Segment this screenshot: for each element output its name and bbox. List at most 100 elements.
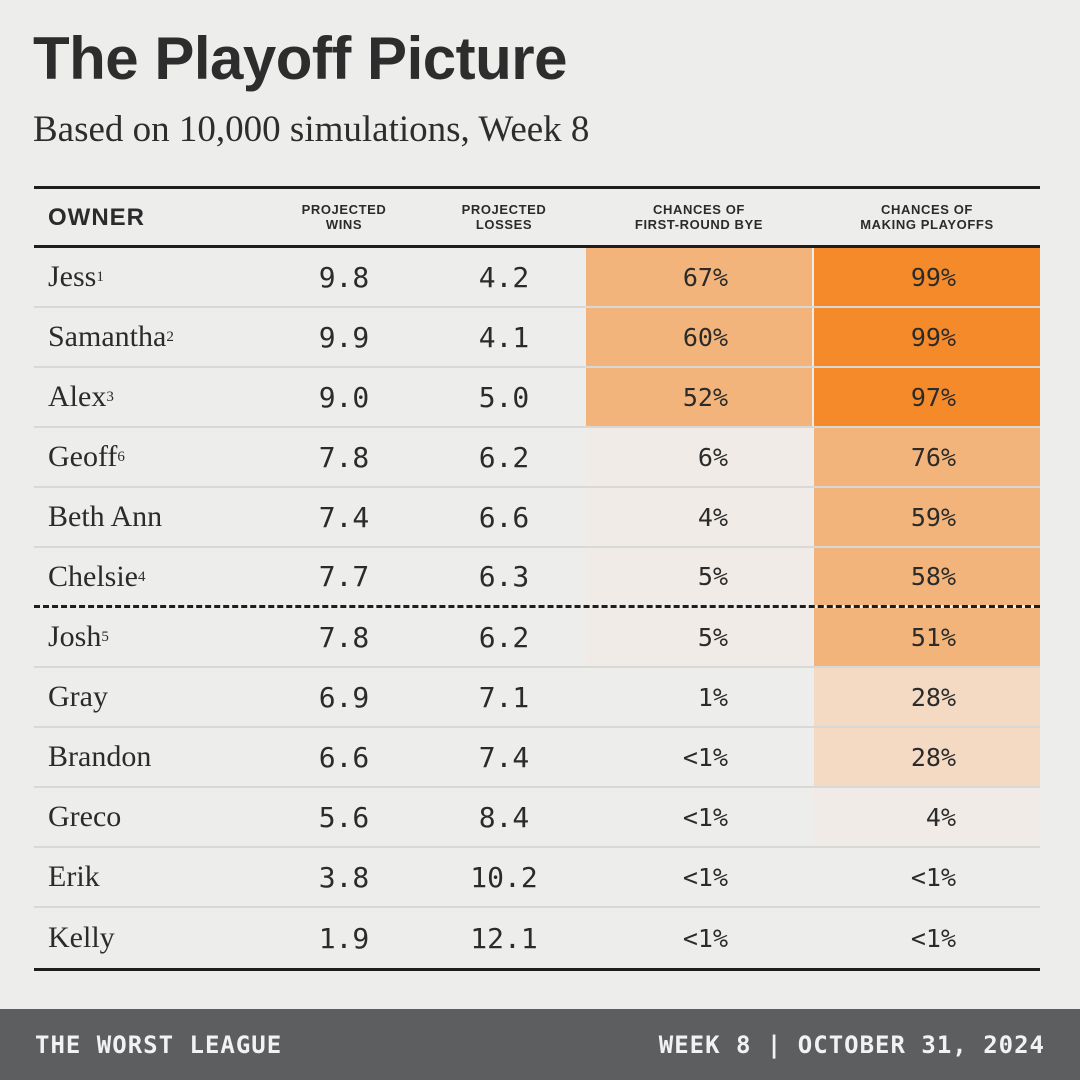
projected-losses: 5.0 — [478, 380, 530, 414]
owner-name: Greco — [34, 788, 264, 846]
bye-chance: <1% — [682, 862, 728, 892]
playoff-chance: 28% — [814, 728, 1040, 786]
projected-wins: 7.8 — [318, 440, 370, 474]
owner-name: Beth Ann — [34, 488, 264, 546]
projected-losses: 12.1 — [470, 921, 538, 955]
page-subtitle: Based on 10,000 simulations, Week 8 — [33, 109, 590, 150]
projected-losses: 4.2 — [478, 260, 530, 294]
projected-wins: 9.8 — [318, 260, 370, 294]
projected-wins: 7.8 — [318, 620, 370, 654]
page-title: The Playoff Picture — [33, 25, 567, 92]
playoff-chance: 59% — [814, 488, 1040, 546]
owner-name: Brandon — [34, 728, 264, 786]
projected-losses: 6.6 — [478, 500, 530, 534]
table-row: Samantha 2 9.9 4.1 60% 99% — [34, 308, 1040, 368]
bye-chance: <1% — [682, 802, 728, 832]
header-wins-line1: PROJECTED — [301, 202, 387, 217]
bye-chance: <1% — [682, 742, 728, 772]
projected-losses: 7.4 — [478, 740, 530, 774]
header-losses-line1: PROJECTED — [461, 202, 547, 217]
projected-losses: 4.1 — [478, 320, 530, 354]
bye-chance: 6% — [586, 428, 812, 486]
owner-name: Alex 3 — [48, 380, 114, 413]
header-projected-losses: PROJECTED LOSSES — [424, 189, 584, 245]
header-making-playoffs: CHANCES OF MAKING PLAYOFFS — [814, 189, 1040, 245]
bye-chance: 5% — [586, 548, 812, 605]
owner-name-text: Erik — [48, 860, 100, 893]
projected-wins: 7.4 — [318, 500, 370, 534]
bye-chance: 60% — [586, 308, 812, 366]
projected-losses: 10.2 — [470, 860, 538, 894]
owner-name-text: Samantha — [48, 320, 167, 353]
playoff-chance: 51% — [814, 608, 1040, 666]
table-row: Beth Ann 7.4 6.6 4% 59% — [34, 488, 1040, 548]
playoff-table: OWNER PROJECTED WINS PROJECTED LOSSES CHAN… — [34, 186, 1040, 971]
projected-wins: 7.7 — [318, 560, 370, 593]
owner-name-text: Alex — [48, 380, 107, 413]
owner-name: Josh 5 — [48, 620, 109, 653]
projected-losses: 6.3 — [478, 560, 530, 593]
footer-week-date: WEEK 8 | OCTOBER 31, 2024 — [658, 1031, 1045, 1059]
table-header: OWNER PROJECTED WINS PROJECTED LOSSES CHAN… — [34, 189, 1040, 248]
table-body: Jess 1 9.8 4.2 67% 99% Samantha 2 9.9 4.1 60% 99% Al… — [34, 248, 1040, 968]
owner-name: Geoff 6 — [48, 440, 125, 473]
owner-name-text: Beth Ann — [48, 500, 163, 533]
projected-wins: 6.9 — [318, 680, 370, 714]
projected-wins: 9.0 — [318, 380, 370, 414]
playoff-chance: <1% — [910, 923, 956, 953]
projected-losses: 6.2 — [478, 440, 530, 474]
owner-name-text: Chelsie — [48, 559, 138, 593]
owner-name: Samantha 2 — [48, 320, 174, 353]
projected-losses: 7.1 — [478, 680, 530, 714]
playoff-chance: 28% — [814, 668, 1040, 726]
header-owner: OWNER — [48, 203, 145, 231]
header-projected-wins: PROJECTED WINS — [264, 189, 424, 245]
projected-wins: 3.8 — [318, 860, 370, 894]
projected-losses: 6.2 — [478, 620, 530, 654]
header-playoffs-line1: CHANCES OF — [881, 202, 973, 217]
projected-wins: 6.6 — [318, 740, 370, 774]
footer-bar: THE WORST LEAGUE WEEK 8 | OCTOBER 31, 20… — [0, 1009, 1080, 1080]
playoff-chance: 99% — [814, 248, 1040, 306]
table-row: Alex 3 9.0 5.0 52% 97% — [34, 368, 1040, 428]
bye-chance: 5% — [586, 608, 812, 666]
header-wins-line2: WINS — [325, 217, 363, 232]
projected-wins: 5.6 — [318, 800, 370, 834]
playoff-chance: 76% — [814, 428, 1040, 486]
table-row: Brandon 6.6 7.4 <1% 28% — [34, 728, 1040, 788]
table-row: Jess 1 9.8 4.2 67% 99% — [34, 248, 1040, 308]
header-bye-line2: FIRST-ROUND BYE — [634, 217, 764, 232]
owner-name-text: Brandon — [48, 740, 152, 773]
projected-wins: 9.9 — [318, 320, 370, 354]
owner-name: Jess 1 — [48, 260, 104, 293]
footer-league-name: THE WORST LEAGUE — [35, 1031, 283, 1059]
playoff-chance: 99% — [814, 308, 1040, 366]
bye-chance: 4% — [586, 488, 812, 546]
owner-name: Kelly — [34, 908, 264, 968]
bye-chance: 67% — [586, 248, 812, 306]
header-playoffs-line2: MAKING PLAYOFFS — [860, 217, 994, 232]
owner-name: Chelsie 4 — [48, 559, 146, 593]
owner-name-text: Greco — [48, 800, 122, 833]
header-first-round-bye: CHANCES OF FIRST-ROUND BYE — [586, 189, 812, 245]
bye-chance: <1% — [682, 923, 728, 953]
table-row: Josh 5 7.8 6.2 5% 51% — [34, 608, 1040, 668]
owner-name-text: Josh — [48, 620, 102, 653]
playoff-chance: 58% — [814, 548, 1040, 605]
table-row: Chelsie 4 7.7 6.3 5% 58% — [34, 548, 1040, 608]
table-row: Greco 5.6 8.4 <1% 4% — [34, 788, 1040, 848]
owner-name: Gray — [34, 668, 264, 726]
playoff-chance: 97% — [814, 368, 1040, 426]
owner-name-text: Kelly — [48, 921, 115, 954]
table-row: Gray 6.9 7.1 1% 28% — [34, 668, 1040, 728]
header-losses-line2: LOSSES — [475, 217, 533, 232]
owner-name-text: Geoff — [48, 440, 118, 473]
table-row: Kelly 1.9 12.1 <1% <1% — [34, 908, 1040, 968]
owner-name-text: Gray — [48, 680, 108, 713]
bye-chance: 1% — [697, 682, 728, 712]
table-row: Erik 3.8 10.2 <1% <1% — [34, 848, 1040, 908]
owner-name: Erik — [34, 848, 264, 906]
projected-losses: 8.4 — [478, 800, 530, 834]
playoff-chance: <1% — [910, 862, 956, 892]
header-bye-line1: CHANCES OF — [653, 202, 745, 217]
